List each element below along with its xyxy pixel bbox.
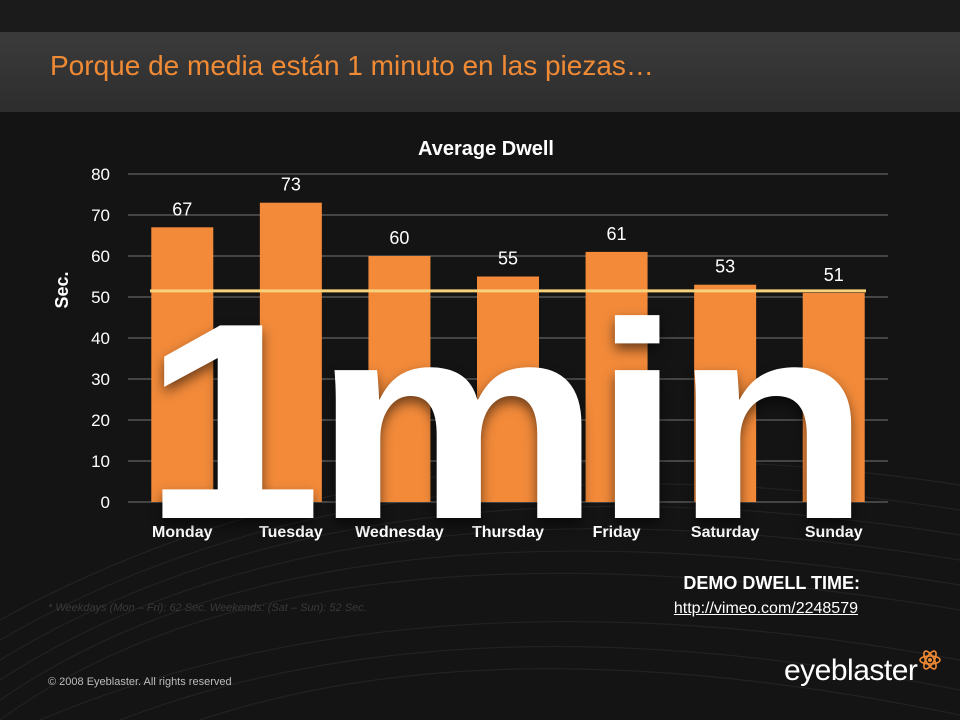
y-tick-label: 0 [101,493,110,512]
x-tick-label: Tuesday [259,524,323,541]
y-tick-label: 10 [91,452,110,471]
x-tick-label: Wednesday [355,524,444,541]
y-axis-label: Sec. [52,271,72,308]
bar [368,256,431,502]
bar [585,251,648,502]
x-tick-label: Friday [593,524,641,541]
slide-title: Porque de media están 1 minuto en las pi… [50,50,654,81]
y-tick-label: 70 [91,206,110,225]
top-strip [0,0,960,32]
chart-title: Average Dwell [418,138,554,160]
footnote: * Weekdays (Mon – Fri): 62 Sec. Weekends… [48,602,367,614]
x-tick-label: Thursday [472,524,544,541]
data-label: 53 [715,257,735,277]
y-tick-label: 50 [91,288,110,307]
data-label: 55 [498,249,518,269]
data-label: 51 [824,265,844,285]
bar [694,284,757,502]
atom-icon [919,650,941,670]
data-label: 61 [607,224,627,244]
bar [802,292,865,502]
y-tick-label: 60 [91,247,110,266]
demo-label: DEMO DWELL TIME: [683,573,860,593]
data-label: 67 [172,199,192,219]
bar [151,227,214,503]
eyeblaster-logo: eyeblaster [784,648,944,692]
x-tick-label: Saturday [691,524,760,541]
overlay-1min-text: 1min [142,266,862,578]
title-band [0,32,960,112]
y-tick-label: 40 [91,329,110,348]
demo-link[interactable]: http://vimeo.com/2248579 [673,600,858,617]
data-label: 73 [281,175,301,195]
x-tick-label: Sunday [805,524,863,541]
logo-text: eyeblaster [784,654,918,687]
data-label: 60 [389,228,409,248]
y-tick-label: 30 [91,370,110,389]
bar [477,276,539,502]
copyright: © 2008 Eyeblaster. All rights reserved [48,676,232,688]
y-tick-label: 80 [91,165,110,184]
bar [259,202,322,502]
y-tick-label: 20 [91,411,110,430]
x-tick-label: Monday [152,524,213,541]
